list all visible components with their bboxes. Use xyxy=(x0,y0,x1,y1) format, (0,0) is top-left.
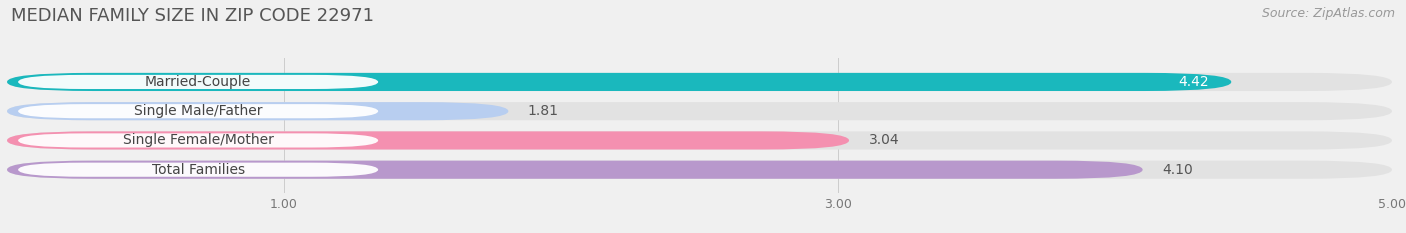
FancyBboxPatch shape xyxy=(18,104,378,118)
FancyBboxPatch shape xyxy=(7,73,1232,91)
FancyBboxPatch shape xyxy=(7,161,1143,179)
FancyBboxPatch shape xyxy=(18,163,378,177)
Text: 4.10: 4.10 xyxy=(1161,163,1192,177)
FancyBboxPatch shape xyxy=(7,102,509,120)
FancyBboxPatch shape xyxy=(18,133,378,147)
Text: 3.04: 3.04 xyxy=(869,134,898,147)
Text: 1.81: 1.81 xyxy=(527,104,558,118)
Text: 4.42: 4.42 xyxy=(1178,75,1209,89)
Text: Married-Couple: Married-Couple xyxy=(145,75,252,89)
Text: MEDIAN FAMILY SIZE IN ZIP CODE 22971: MEDIAN FAMILY SIZE IN ZIP CODE 22971 xyxy=(11,7,374,25)
FancyBboxPatch shape xyxy=(7,131,1392,150)
Text: Single Female/Mother: Single Female/Mother xyxy=(122,134,274,147)
FancyBboxPatch shape xyxy=(7,102,1392,120)
Text: Single Male/Father: Single Male/Father xyxy=(134,104,263,118)
FancyBboxPatch shape xyxy=(7,131,849,150)
FancyBboxPatch shape xyxy=(18,75,378,89)
FancyBboxPatch shape xyxy=(7,73,1392,91)
Text: Source: ZipAtlas.com: Source: ZipAtlas.com xyxy=(1261,7,1395,20)
FancyBboxPatch shape xyxy=(7,161,1392,179)
Text: Total Families: Total Families xyxy=(152,163,245,177)
